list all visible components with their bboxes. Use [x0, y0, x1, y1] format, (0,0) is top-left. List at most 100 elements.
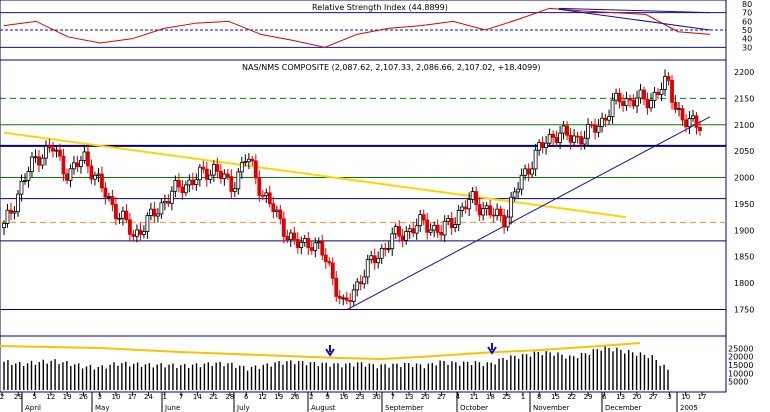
price-tick-label: 2050 — [734, 147, 754, 156]
x-tick-label: 19 — [274, 393, 283, 401]
candle-body — [323, 254, 328, 262]
candle-body — [208, 174, 213, 180]
volume-tick-label: 5000 — [728, 378, 748, 387]
candle-body — [313, 242, 318, 251]
rsi-title: Relative Strength Index (44.8899) — [312, 3, 448, 12]
volume-tick-label: 15000 — [728, 361, 753, 370]
month-label: December — [605, 404, 641, 412]
x-tick-label: 21 — [209, 393, 218, 401]
candle-body — [145, 215, 150, 233]
candle-body — [537, 142, 542, 151]
candle-body — [551, 133, 556, 138]
candle-body — [194, 179, 199, 186]
candle-body — [628, 98, 632, 101]
candle-body — [558, 132, 563, 144]
candle-body — [376, 257, 381, 264]
candle-body — [169, 190, 174, 204]
candle-body — [624, 98, 629, 107]
candle-body — [54, 149, 59, 152]
candle-body — [491, 214, 496, 217]
x-tick-label: 13 — [616, 393, 625, 401]
candle-body — [253, 160, 258, 179]
candle-body — [58, 149, 62, 157]
x-tick-label: 29 — [14, 393, 23, 401]
candle-body — [89, 165, 94, 180]
candle-body — [295, 239, 300, 248]
candle-body — [236, 171, 241, 190]
candle-body — [565, 125, 569, 136]
candle-body — [320, 241, 325, 256]
price-tick-label: 1850 — [734, 253, 754, 262]
candle-body — [246, 158, 251, 163]
x-tick-label: 12 — [46, 393, 55, 401]
candle-body — [159, 202, 164, 215]
candle-body — [362, 276, 367, 285]
candle-body — [222, 173, 227, 179]
candle-body — [435, 224, 440, 233]
candle-body — [82, 151, 87, 161]
candle-body — [470, 191, 475, 200]
candle-body — [400, 235, 405, 241]
x-tick-label: 24 — [144, 393, 153, 401]
candle-body — [341, 297, 346, 300]
candle-body — [271, 203, 276, 212]
x-tick-label: 10 — [681, 393, 690, 401]
volume-average-line — [0, 342, 641, 361]
price-panel: NAS/NMS COMPOSITE (2,087.62, 2,107.33, 2… — [0, 59, 754, 337]
candle-body — [267, 192, 272, 205]
candle-body — [107, 196, 111, 198]
candle-body — [642, 89, 646, 100]
candle-body — [337, 295, 342, 299]
candle-body — [135, 229, 139, 237]
candle-body — [110, 196, 115, 205]
candle-body — [309, 247, 314, 251]
price-tick-label: 1800 — [734, 279, 754, 288]
price-tick-label: 2100 — [734, 121, 754, 130]
x-tick-label: 18 — [486, 393, 495, 401]
candle-body — [369, 255, 374, 261]
x-tick-label: 5 — [32, 393, 36, 401]
candle-body — [141, 231, 146, 235]
x-tick-label: 1 — [521, 393, 525, 401]
volume-tick-label: 20000 — [728, 353, 753, 362]
x-tick-label: 15 — [551, 393, 560, 401]
candle-body — [407, 228, 412, 232]
candle-body — [596, 125, 601, 133]
candle-body — [128, 219, 132, 235]
candle-body — [176, 179, 181, 188]
candle-body — [603, 117, 608, 121]
candle-body — [75, 162, 80, 167]
candle-body — [495, 208, 500, 216]
candle-body — [421, 214, 426, 221]
x-tick-label: 2 — [309, 393, 313, 401]
candle-body — [239, 162, 244, 173]
rsi-trendlines — [558, 7, 711, 31]
price-tick-label: 2000 — [734, 174, 754, 183]
candle-body — [316, 241, 321, 244]
x-tick-label: 14 — [193, 393, 202, 401]
candle-body — [393, 226, 398, 235]
candle-body — [344, 297, 349, 301]
x-tick-label: 4 — [456, 393, 461, 401]
candle-body — [694, 115, 699, 128]
candle-body — [474, 191, 479, 205]
x-tick-label: 30 — [372, 393, 381, 401]
candle-body — [9, 209, 13, 214]
x-tick-label: 19 — [63, 393, 72, 401]
candle-body — [386, 248, 391, 251]
candle-body — [621, 101, 625, 107]
candle-body — [502, 215, 507, 228]
month-label: June — [164, 404, 180, 412]
candle-body — [155, 213, 160, 217]
candle-body — [498, 208, 503, 216]
candle-body — [12, 211, 17, 214]
candle-body — [607, 116, 611, 121]
price-frame — [0, 59, 727, 337]
candle-body — [26, 171, 31, 181]
candle-body — [411, 228, 416, 234]
candles — [2, 69, 702, 309]
candle-body — [673, 101, 678, 110]
candle-body — [23, 180, 27, 182]
